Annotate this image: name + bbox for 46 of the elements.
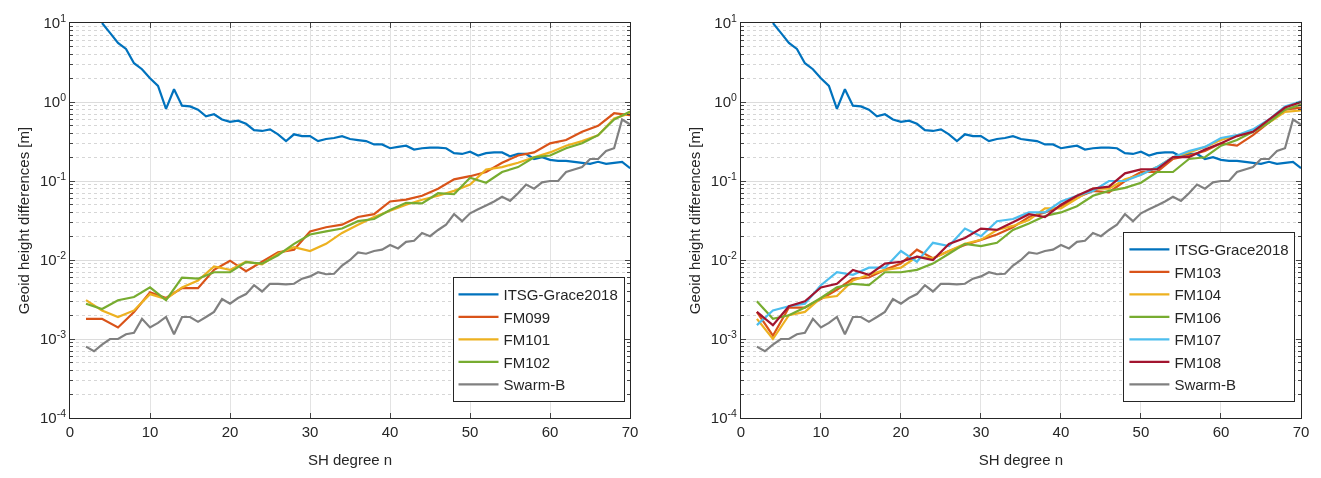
x-tick-label: 60 [1212,423,1230,440]
x-tick-label: 10 [812,423,830,440]
x-tick-label: 30 [301,423,319,440]
y-tick-label: 10$^{-4}$ [39,406,67,427]
x-tick-label: 70 [621,423,639,440]
x-tick-label: 40 [381,423,399,440]
x-tick-label: 50 [1132,423,1150,440]
x-tick-label: 40 [1052,423,1070,440]
y-tick-label: 10$^{-2}$ [39,248,67,269]
y-axis-title: Geoid height differences [m] [686,126,704,315]
legend-label: FM107 [1174,331,1222,349]
y-axis-title: Geoid height differences [m] [15,126,33,315]
x-tick-label: 0 [65,423,75,440]
x-tick-label: 70 [1292,423,1310,440]
legend-label: FM108 [1174,353,1222,371]
y-tick-label: 10$^{-2}$ [710,248,738,269]
y-tick-label: 10$^{-3}$ [710,327,738,348]
legend-label: FM103 [1174,263,1222,281]
y-tick-label: 10$^{0}$ [43,90,67,111]
x-tick-label: 60 [541,423,559,440]
x-tick-label: 10 [141,423,159,440]
y-tick-label: 10$^{-1}$ [710,169,738,190]
x-axis-title: SH degree n [307,451,393,468]
y-tick-label: 10$^{1}$ [714,11,738,32]
y-tick-label: 10$^{0}$ [714,90,738,111]
x-axis-title: SH degree n [978,451,1064,468]
legend-label: FM104 [1174,286,1222,304]
legend-label: Swarm-B [503,376,566,394]
y-tick-label: 10$^{1}$ [43,11,67,32]
line-series [771,23,1301,170]
legend-label: FM101 [503,331,551,349]
legend-label: FM099 [503,308,551,326]
legend-label: FM102 [503,353,551,371]
y-tick-label: 10$^{-4}$ [710,406,738,427]
legend-label: FM106 [1174,308,1222,326]
y-tick-label: 10$^{-3}$ [39,327,67,348]
x-tick-label: 20 [892,423,910,440]
legend-label: ITSG-Grace2018 [503,286,618,304]
legend-label: ITSG-Grace2018 [1174,241,1289,259]
x-tick-label: 30 [972,423,990,440]
x-tick-label: 50 [461,423,479,440]
legend-label: Swarm-B [1174,376,1237,394]
line-series [100,23,631,170]
y-tick-label: 10$^{-1}$ [39,169,67,190]
x-tick-label: 20 [221,423,239,440]
x-tick-label: 0 [736,423,746,440]
